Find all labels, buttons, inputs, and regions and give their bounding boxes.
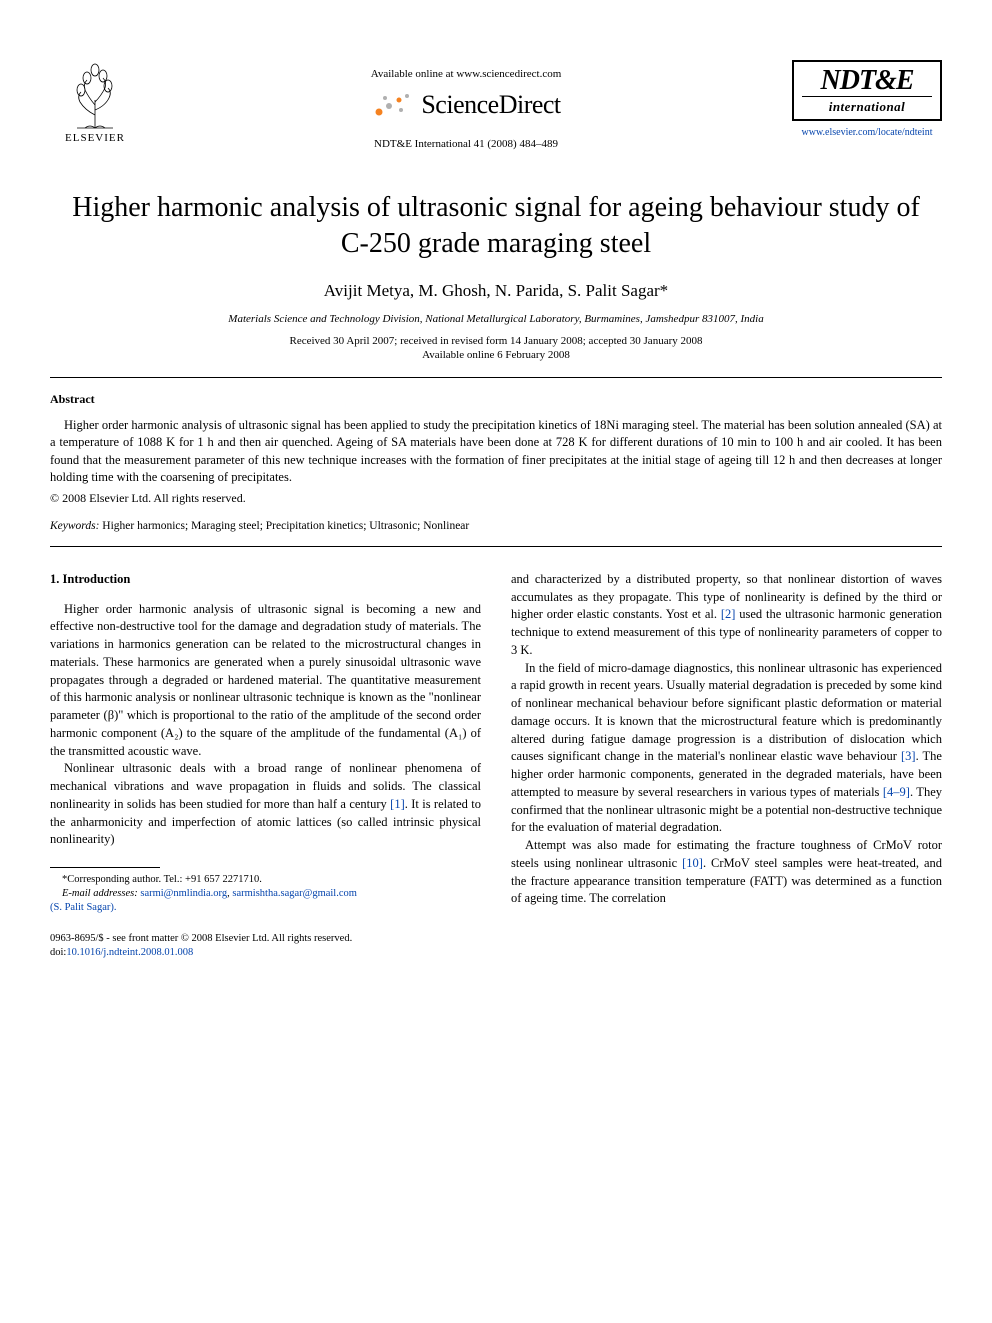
- divider-bottom: [50, 546, 942, 547]
- abstract-label: Abstract: [50, 392, 942, 407]
- copyright: © 2008 Elsevier Ltd. All rights reserved…: [50, 491, 942, 506]
- keywords-label: Keywords:: [50, 520, 99, 532]
- ndte-logo-block: NDT&E international www.elsevier.com/loc…: [792, 60, 942, 138]
- ref-link-10[interactable]: [10]: [682, 856, 703, 870]
- available-online-text: Available online at www.sciencedirect.co…: [140, 68, 792, 80]
- issn-line: 0963-8695/$ - see front matter © 2008 El…: [50, 932, 481, 946]
- header-center: Available online at www.sciencedirect.co…: [140, 60, 792, 150]
- ndte-sub-text: international: [802, 96, 932, 115]
- doi-label: doi:: [50, 947, 66, 958]
- affiliation: Materials Science and Technology Divisio…: [50, 313, 942, 325]
- ref-link-3[interactable]: [3]: [901, 749, 916, 763]
- corresponding-author: *Corresponding author. Tel.: +91 657 227…: [50, 873, 481, 887]
- bottom-meta: 0963-8695/$ - see front matter © 2008 El…: [50, 932, 481, 960]
- paragraph-2: Nonlinear ultrasonic deals with a broad …: [50, 760, 481, 849]
- article-title: Higher harmonic analysis of ultrasonic s…: [70, 190, 922, 263]
- keywords-text: Higher harmonics; Maraging steel; Precip…: [99, 520, 469, 532]
- ref-link-2[interactable]: [2]: [721, 607, 736, 621]
- p4-text-a: In the field of micro-damage diagnostics…: [511, 661, 942, 764]
- email-link-1[interactable]: sarmi@nmlindia.org: [140, 888, 227, 899]
- sciencedirect-text: ScienceDirect: [421, 90, 560, 120]
- doi-line: doi:10.1016/j.ndteint.2008.01.008: [50, 946, 481, 960]
- section-1-heading: 1. Introduction: [50, 571, 481, 589]
- paragraph-3: and characterized by a distributed prope…: [511, 571, 942, 660]
- ndte-main-text: NDT&E: [802, 68, 932, 93]
- authors: Avijit Metya, M. Ghosh, N. Parida, S. Pa…: [50, 281, 942, 301]
- journal-reference: NDT&E International 41 (2008) 484–489: [140, 138, 792, 150]
- ndte-logo: NDT&E international: [792, 60, 942, 121]
- journal-url-link[interactable]: www.elsevier.com/locate/ndteint: [802, 127, 933, 138]
- header: ELSEVIER Available online at www.science…: [50, 60, 942, 150]
- abstract-body: Higher order harmonic analysis of ultras…: [50, 417, 942, 487]
- body-columns: 1. Introduction Higher order harmonic an…: [50, 571, 942, 960]
- sciencedirect-dots-icon: [371, 90, 413, 120]
- sciencedirect-logo: ScienceDirect: [371, 90, 560, 120]
- available-date: Available online 6 February 2008: [50, 349, 942, 361]
- elsevier-logo-block: ELSEVIER: [50, 60, 140, 144]
- elsevier-tree-icon: [65, 60, 125, 130]
- author-ref-link[interactable]: (S. Palit Sagar).: [50, 902, 117, 913]
- divider-top: [50, 377, 942, 378]
- paragraph-4: In the field of micro-damage diagnostics…: [511, 660, 942, 838]
- email-label: E-mail addresses:: [62, 888, 138, 899]
- dates-line: Received 30 April 2007; received in revi…: [50, 335, 942, 347]
- ref-link-4-9[interactable]: [4–9]: [883, 785, 910, 799]
- paragraph-1: Higher order harmonic analysis of ultras…: [50, 601, 481, 761]
- footnote-rule: [50, 867, 160, 868]
- email-line: E-mail addresses: sarmi@nmlindia.org, sa…: [50, 887, 481, 901]
- doi-link[interactable]: 10.1016/j.ndteint.2008.01.008: [66, 947, 193, 958]
- abstract-text: Higher order harmonic analysis of ultras…: [50, 417, 942, 487]
- paragraph-5: Attempt was also made for estimating the…: [511, 837, 942, 908]
- elsevier-label: ELSEVIER: [65, 132, 125, 144]
- email-link-2[interactable]: sarmishtha.sagar@gmail.com: [232, 888, 357, 899]
- footnote-block: *Corresponding author. Tel.: +91 657 227…: [50, 873, 481, 916]
- keywords-line: Keywords: Higher harmonics; Maraging ste…: [50, 520, 942, 532]
- ref-link-1[interactable]: [1]: [390, 797, 405, 811]
